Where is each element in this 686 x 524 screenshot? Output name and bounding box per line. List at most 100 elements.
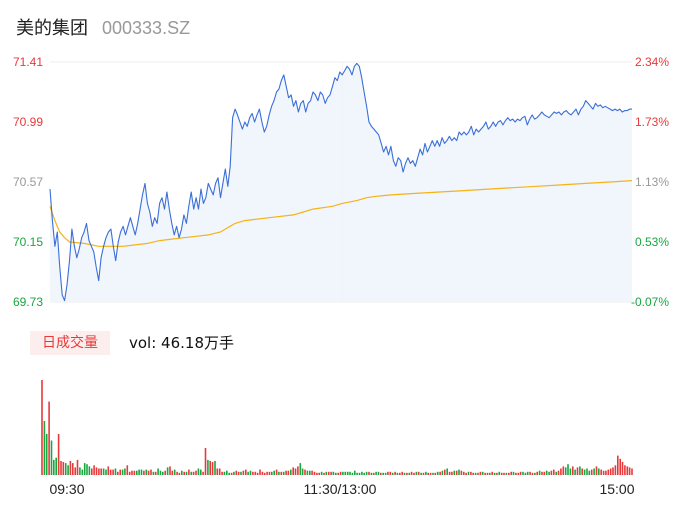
volume-bar (410, 471, 413, 475)
volume-bar (147, 470, 150, 475)
volume-bar (510, 471, 512, 475)
volume-bar (406, 472, 408, 475)
volume-bar (335, 472, 337, 475)
volume-bar (261, 471, 264, 475)
volume-bar (316, 472, 318, 475)
percent-tick-label: 1.13% (635, 175, 669, 189)
volume-bar (344, 471, 347, 475)
volume-bar (221, 471, 223, 475)
volume-bar (522, 471, 524, 475)
volume-bar (83, 463, 86, 475)
volume-bar (574, 469, 576, 475)
volume-bar (583, 469, 586, 475)
volume-bar (550, 470, 553, 475)
volume-bar (451, 471, 453, 475)
volume-bar (536, 471, 538, 475)
volume-bar (337, 472, 339, 475)
volume-bar (427, 472, 429, 475)
volume-bar (252, 471, 254, 475)
volume-bar (607, 469, 610, 475)
volume-bar (67, 465, 69, 475)
volume-bar (88, 466, 91, 475)
volume-bar (200, 469, 202, 475)
volume-bar (605, 470, 607, 475)
volume-bar (572, 466, 574, 475)
volume-bar (313, 471, 316, 475)
volume-bar (254, 471, 257, 475)
volume-bar (481, 471, 484, 475)
volume-bar (356, 472, 358, 475)
volume-bar (107, 466, 110, 475)
percent-tick-label: 1.73% (635, 115, 669, 129)
volume-bar (529, 471, 531, 475)
volume-bar (309, 470, 311, 475)
volume-bar (154, 471, 157, 475)
volume-bar (361, 471, 363, 475)
volume-bar (377, 471, 380, 475)
volume-bar (133, 470, 136, 475)
volume-bar (320, 471, 323, 475)
volume-bar (467, 471, 470, 475)
volume-bar (569, 468, 572, 475)
volume-bar (484, 472, 486, 475)
time-tick-label: 15:00 (599, 481, 634, 497)
volume-bar (112, 469, 114, 475)
volume-bar (126, 465, 129, 475)
volume-badge[interactable]: 日成交量 (30, 331, 110, 355)
volume-bar (76, 459, 79, 475)
volume-bar (444, 469, 446, 475)
volume-bar (555, 471, 557, 475)
volume-bar (41, 380, 43, 475)
volume-bar (351, 472, 354, 475)
volume-bar (263, 472, 266, 475)
volume-bar (493, 472, 496, 475)
volume-bar (515, 472, 517, 475)
volume-bar (517, 472, 520, 475)
volume-bar (631, 468, 633, 475)
volume-bar (439, 471, 441, 475)
volume-bar (48, 401, 50, 475)
volume-bar (472, 472, 474, 475)
volume-bar (609, 468, 612, 475)
volume-bar (159, 470, 162, 475)
volume-bar (325, 471, 328, 475)
volume-bar (292, 467, 294, 475)
volume-bar (491, 471, 493, 475)
average-price-line (49, 180, 633, 247)
volume-bar (249, 470, 252, 475)
volume-bar (598, 468, 600, 475)
volume-bar (173, 469, 176, 475)
volume-bar (368, 471, 370, 475)
volume-bar (595, 466, 598, 475)
volume-bar (143, 470, 145, 475)
volume-bar (311, 470, 313, 475)
volume-bar (256, 472, 259, 475)
time-tick-label: 09:30 (49, 481, 84, 497)
volume-bar (60, 461, 62, 475)
volume-bar (330, 471, 332, 475)
volume-bar (102, 468, 105, 475)
volume-bar (538, 470, 541, 475)
price-axis-labels: 71.41 70.99 70.57 70.15 69.73 (13, 55, 43, 309)
volume-bar (136, 470, 138, 475)
volume-bar (299, 463, 302, 475)
volume-bar (91, 468, 93, 475)
volume-bar (197, 468, 200, 475)
volume-bar (621, 462, 624, 475)
volume-bar (152, 471, 155, 475)
volume-bar (534, 472, 536, 475)
volume-bar (145, 469, 148, 475)
volume-bar (271, 471, 273, 475)
volume-bar (382, 472, 384, 475)
volume-bar (79, 467, 81, 475)
volume-bar (43, 421, 46, 475)
volume-bar (301, 468, 304, 475)
volume-bar (332, 471, 335, 475)
volume-bar (190, 471, 193, 475)
volume-bar (53, 459, 55, 475)
volume-bar (273, 470, 275, 475)
volume-bar (242, 470, 245, 475)
volume-bar (560, 468, 562, 475)
volume-bar (178, 472, 181, 475)
